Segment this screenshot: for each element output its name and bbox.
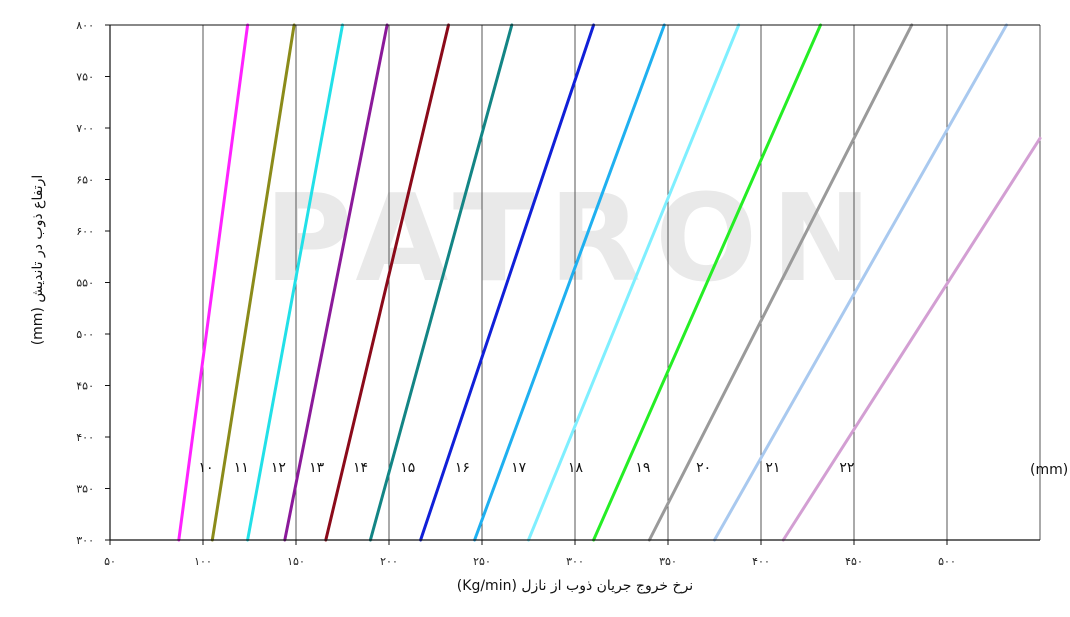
series-line-7 xyxy=(473,23,666,542)
series-line-6 xyxy=(419,23,596,542)
x-tick-label-3: ۲۰۰ xyxy=(380,555,398,568)
y-tick-labels: ۳۰۰ ۳۵۰ ۴۰۰ ۴۵۰ ۵۰۰ ۵۵۰ ۶۰۰ ۶۵۰ ۷۰۰ ۷۵۰ ۸۰۰ xyxy=(76,19,94,547)
series-line-10 xyxy=(647,23,914,542)
y-axis-title: ارتفاع ذوب در تاندیش (mm) xyxy=(30,175,46,346)
y-tick-label-3: ۴۵۰ xyxy=(76,380,94,393)
series-line-12 xyxy=(781,136,1042,542)
series-line-9 xyxy=(592,23,822,542)
curve-label-4: ۱۴ xyxy=(353,460,368,476)
x-tick-label-6: ۳۵۰ xyxy=(659,555,677,568)
y-tick-label-8: ۷۰۰ xyxy=(76,122,94,135)
series-line-11 xyxy=(713,23,1008,542)
x-tick-label-0: ۵۰ xyxy=(104,555,116,568)
y-tick-label-4: ۵۰۰ xyxy=(76,328,94,341)
y-tick-label-2: ۴۰۰ xyxy=(76,431,94,444)
curve-label-11: ۲۱ xyxy=(765,460,780,476)
y-tick-label-1: ۳۵۰ xyxy=(76,483,94,496)
curve-label-8: ۱۸ xyxy=(568,460,584,476)
series-line-8 xyxy=(527,23,741,542)
x-tick-label-1: ۱۰۰ xyxy=(194,555,212,568)
y-tick-label-7: ۶۵۰ xyxy=(76,174,94,187)
x-axis-title: نرخ خروج جریان ذوب از نازل (Kg/min) xyxy=(457,578,693,594)
curve-label-12: ۲۲ xyxy=(839,460,854,476)
series-line-0 xyxy=(177,23,250,542)
y-tick-label-0: ۳۰۰ xyxy=(76,534,94,547)
y-tick-label-6: ۶۰۰ xyxy=(76,225,94,238)
axes xyxy=(105,24,1040,545)
curve-label-3: ۱۳ xyxy=(309,460,325,476)
series-line-3 xyxy=(283,23,389,542)
y-tick-label-10: ۸۰۰ xyxy=(76,19,94,32)
curve-label-5: ۱۵ xyxy=(400,460,415,476)
curve-label-6: ۱۶ xyxy=(455,460,470,476)
x-tick-label-7: ۴۰۰ xyxy=(752,555,770,568)
x-tick-label-9: ۵۰۰ xyxy=(938,555,956,568)
series-line-2 xyxy=(246,23,344,542)
series-line-5 xyxy=(368,23,514,542)
curve-labels: ۱۰ ۱۱ ۱۲ ۱۳ ۱۴ ۱۵ ۱۶ ۱۷ ۱۸ ۱۹ ۲۰ ۲۱ ۲۲ xyxy=(198,460,854,476)
y-tick-label-5: ۵۵۰ xyxy=(76,277,94,290)
series-line-1 xyxy=(210,23,296,542)
x-tick-label-8: ۴۵۰ xyxy=(845,555,863,568)
curve-label-0: ۱۰ xyxy=(198,460,213,476)
x-tick-labels: ۵۰ ۱۰۰ ۱۵۰ ۲۰۰ ۲۵۰ ۳۰۰ ۳۵۰ ۴۰۰ ۴۵۰ ۵۰۰ xyxy=(104,555,956,568)
x-tick-label-5: ۳۰۰ xyxy=(566,555,584,568)
curve-label-10: ۲۰ xyxy=(696,460,711,476)
curve-label-1: ۱۱ xyxy=(234,460,249,476)
legend-title: قطر نازل تاندیش (mm) xyxy=(1030,462,1070,478)
series-curves xyxy=(177,23,1042,542)
x-tick-label-4: ۲۵۰ xyxy=(473,555,491,568)
series-line-4 xyxy=(324,23,450,542)
x-tick-label-2: ۱۵۰ xyxy=(287,555,305,568)
y-tick-label-9: ۷۵۰ xyxy=(76,71,94,84)
curve-label-7: ۱۷ xyxy=(511,460,527,476)
curve-label-2: ۱۲ xyxy=(271,460,286,476)
curve-label-9: ۱۹ xyxy=(635,460,650,476)
